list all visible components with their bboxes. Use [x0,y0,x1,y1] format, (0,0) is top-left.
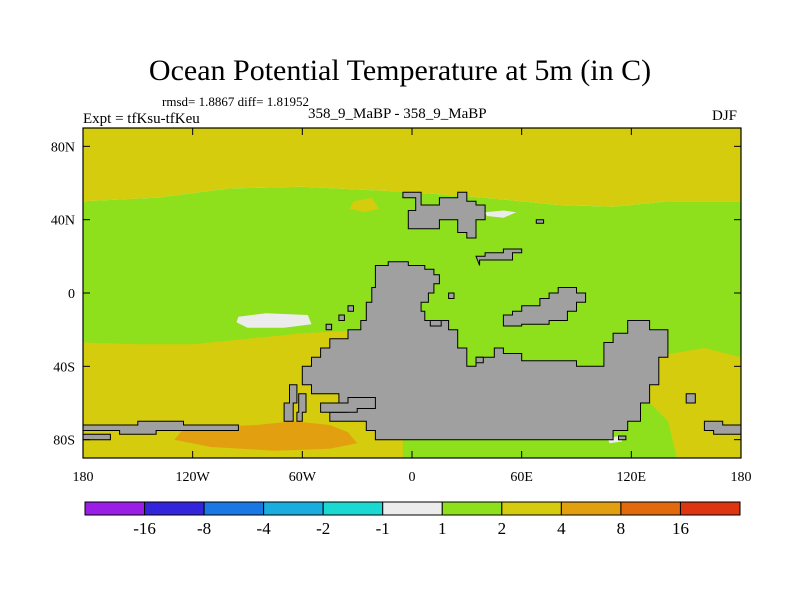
region-finger-b [296,393,307,422]
region-east-island [502,287,587,327]
axis-ticks: 180 120W 60W 0 60E 120E 180 80N 40N 0 40S 80S [51,128,752,485]
chart-title: Ocean Potential Temperature at 5m (in C) [148,54,652,87]
y-tick-label: 40N [51,214,75,229]
colorbar-swatch [560,501,622,516]
x-tick-label: 120W [176,470,211,485]
experiment-label: Expt = tfKsu-tfKeu [83,111,200,127]
colorbar-swatch [144,501,205,516]
region-islet-3 [347,305,354,312]
x-tick-label: 60W [289,470,317,485]
x-tick-label: 60E [510,470,533,485]
colorbar-tick-label: -8 [197,519,211,538]
x-tick-label: 0 [409,470,416,485]
colorbar-swatch [501,501,562,516]
colorbar-swatch [263,501,324,516]
colorbar-swatch [679,501,741,516]
region-west-south-strip [83,420,239,435]
x-tick-label: 180 [731,470,752,485]
x-tick-label: 180 [73,470,94,485]
region-atlantic-isle [320,397,376,413]
region-northern-band [83,128,741,207]
colorbar-tick-label: 2 [498,519,507,538]
region-se-isle-a [685,393,696,404]
colorbar-swatch [620,501,681,516]
colorbar-swatch [203,501,265,516]
colorbar-swatch [382,501,443,516]
region-north-white [485,210,517,218]
region-islet-5 [535,219,545,224]
season-label: DJF [712,108,738,124]
colorbar-tick-label: -4 [257,519,272,538]
region-se-isle-b [703,420,741,435]
region-islet-2 [338,314,345,321]
colorbar-tick-label: 1 [438,519,447,538]
region-islet-7 [475,356,484,364]
region-laurussia [402,191,486,239]
region-islet-4 [448,292,455,299]
colorbar-tick-label: -1 [376,519,390,538]
region-siberia [475,248,523,266]
region-south-pacific-white [236,313,312,328]
region-north-atlantic-patch [349,197,380,213]
colorbar-tick-label: -16 [133,519,156,538]
y-tick-label: 40S [53,360,75,375]
region-islet-6 [429,320,442,327]
y-tick-label: 0 [68,287,75,302]
colorbar: -16 -8 -4 -2 -1 1 2 4 8 16 [84,501,741,538]
y-tick-label: 80S [53,434,75,449]
colorbar-tick-label: 16 [672,519,689,538]
y-tick-label: 80N [51,140,75,155]
colorbar-swatch [322,501,384,516]
map-layer [83,128,741,458]
region-islet-8 [618,435,627,441]
region-finger-a [283,384,298,422]
stats-label: rmsd= 1.8867 diff= 1.81952 [162,94,309,109]
colorbar-swatch [84,501,146,516]
colorbar-tick-label: 8 [617,519,626,538]
colorbar-swatch [441,501,503,516]
x-tick-label: 120E [617,470,647,485]
colorbar-tick-label: -2 [316,519,330,538]
colorbar-tick-label: 4 [557,519,566,538]
region-west-tail-south [83,433,111,441]
center-label: 358_9_MaBP - 358_9_MaBP [308,106,487,122]
region-islet-1 [325,323,333,331]
